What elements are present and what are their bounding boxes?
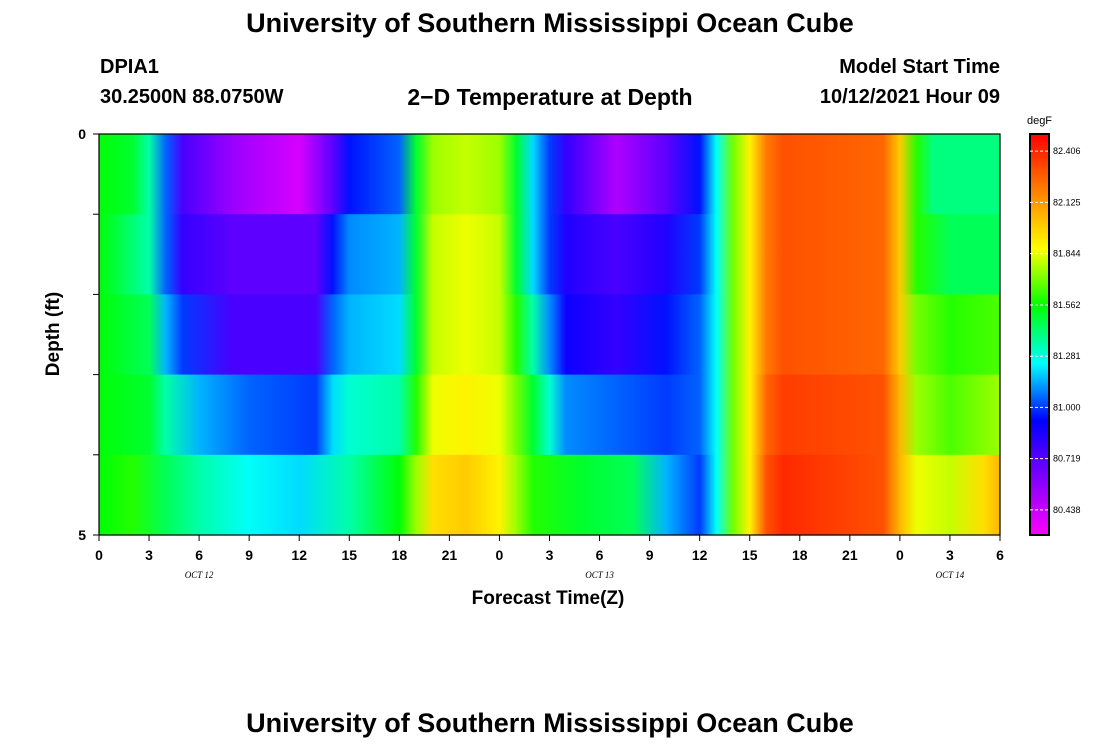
depth-row-3 [99,294,1000,376]
colorbar: degF 82.406 82.125 81.844 81.562 81.281 81.000… [1027,115,1081,536]
x-tick-label: 6 [996,547,1004,563]
colorbar-tick-label: 81.562 [1053,300,1081,310]
chart-subtitle: 2−D Temperature at Depth [407,84,693,110]
depth-row-4 [99,374,1000,456]
colorbar-scale [1029,133,1050,536]
x-tick-label: 18 [392,547,408,563]
x-tick-label: 21 [442,547,458,563]
colorbar-tick-label: 81.000 [1053,402,1081,412]
y-tick-label: 0 [78,126,86,142]
y-tick-label: 5 [78,527,86,543]
x-tick-label: 3 [946,547,954,563]
x-tick-label: 6 [195,547,203,563]
colorbar-tick-label: 81.281 [1053,351,1081,361]
x-tick-label: 0 [896,547,904,563]
x-tick-label: 9 [646,547,654,563]
date-label: OCT 14 [936,570,965,580]
x-tick-label: 18 [792,547,808,563]
x-tick-label: 12 [291,547,307,563]
colorbar-tick-label: 81.844 [1053,249,1081,259]
x-tick-label: 6 [596,547,604,563]
x-tick-label: 0 [496,547,504,563]
x-tick-label: 21 [842,547,858,563]
date-label: OCT 13 [585,570,614,580]
x-tick-label: 3 [546,547,554,563]
heatmap-layer [99,134,1000,536]
depth-row-2 [99,214,1000,295]
model-start-time: 10/12/2021 Hour 09 [819,86,1000,108]
x-tick-label: 0 [95,547,103,563]
x-tick-label: 15 [341,547,357,563]
colorbar-unit: degF [1027,115,1052,127]
depth-row-5 [99,454,1000,536]
x-axis-title: Forecast Time(Z) [472,588,625,609]
station-coordinates: 30.2500N 88.0750W [100,86,284,108]
x-tick-label: 9 [245,547,253,563]
depth-row-1 [99,134,1000,215]
y-axis: 05 [78,126,99,543]
colorbar-tick-label: 80.438 [1053,505,1081,515]
x-axis: 0 3 6 9 12 15 18 21 0 3 6 9 12 15 18 21 0 3 6 OCT 12 OCT 13 O… [95,535,1004,580]
model-start-label: Model Start Time [839,56,1000,78]
date-label: OCT 12 [185,570,214,580]
chart-title-top: University of Southern Mississippi Ocean… [246,8,854,38]
x-tick-label: 3 [145,547,153,563]
colorbar-tick-label: 82.406 [1053,146,1081,156]
y-axis-title: Depth (ft) [43,292,64,376]
colorbar-tick-label: 82.125 [1053,197,1081,207]
x-tick-label: 15 [742,547,758,563]
x-tick-label: 12 [692,547,708,563]
colorbar-tick-label: 80.719 [1053,454,1081,464]
chart-title-bottom: University of Southern Mississippi Ocean… [246,708,854,738]
station-id: DPIA1 [100,56,159,78]
